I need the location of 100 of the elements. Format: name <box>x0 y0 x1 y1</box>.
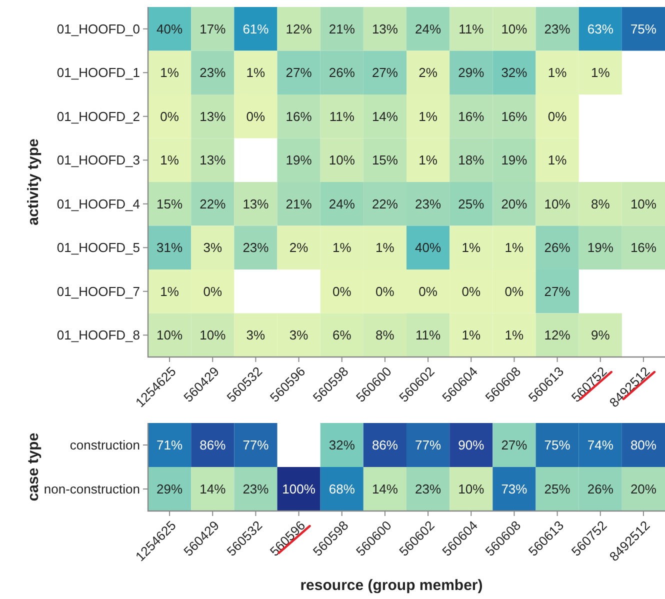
data-label: 75% <box>544 438 571 453</box>
data-label: 74% <box>587 438 614 453</box>
data-label: 0% <box>504 284 524 299</box>
data-label: 1% <box>160 152 180 168</box>
data-label: 10% <box>458 482 485 497</box>
y-tick-label: construction <box>70 438 140 453</box>
data-label: 12% <box>544 328 571 343</box>
data-label: 26% <box>544 240 571 256</box>
data-label: 73% <box>501 482 528 497</box>
data-label: 13% <box>200 152 226 168</box>
data-label: 63% <box>587 21 614 36</box>
data-label: 3% <box>203 240 222 256</box>
data-label: 27% <box>501 438 528 453</box>
data-label: 3% <box>246 328 266 343</box>
data-label: 23% <box>544 21 571 36</box>
data-label: 31% <box>156 240 183 256</box>
data-label: 16% <box>630 240 657 256</box>
y-tick-label: 01_HOOFD_2 <box>56 108 140 124</box>
data-label: 10% <box>544 196 571 212</box>
data-label: 19% <box>286 152 312 168</box>
data-label: 16% <box>458 108 485 124</box>
data-label: 6% <box>332 328 352 343</box>
data-label: 90% <box>458 438 485 453</box>
data-label: 27% <box>372 65 398 80</box>
data-label: 8% <box>376 328 395 343</box>
data-label: 100% <box>282 482 316 497</box>
data-label: 23% <box>415 196 442 212</box>
data-label: 2% <box>418 65 438 80</box>
data-label: 15% <box>372 152 398 168</box>
data-label: 0% <box>332 284 352 299</box>
y-axis-title: case type <box>25 432 42 502</box>
data-label: 40% <box>156 21 183 36</box>
data-label: 26% <box>587 482 614 497</box>
data-label: 29% <box>156 482 183 497</box>
data-label: 77% <box>415 438 442 453</box>
data-label: 10% <box>501 21 528 36</box>
y-tick-label: non-construction <box>44 482 140 497</box>
data-label: 1% <box>548 152 568 168</box>
data-label: 20% <box>630 482 657 497</box>
data-label: 25% <box>458 196 485 212</box>
data-label: 86% <box>200 438 226 453</box>
data-label: 1% <box>504 328 524 343</box>
data-label: 20% <box>501 196 528 212</box>
data-label: 1% <box>418 108 438 124</box>
data-label: 24% <box>328 196 356 212</box>
data-label: 13% <box>200 108 226 124</box>
data-label: 10% <box>630 196 657 212</box>
data-label: 16% <box>286 108 312 124</box>
data-label: 10% <box>200 328 226 343</box>
y-tick-label: 01_HOOFD_4 <box>56 196 140 212</box>
data-label: 11% <box>416 328 442 343</box>
data-label: 11% <box>329 108 355 124</box>
y-tick-label: 01_HOOFD_0 <box>56 21 140 36</box>
data-label: 0% <box>462 284 481 299</box>
data-label: 68% <box>328 482 356 497</box>
data-label: 61% <box>242 21 270 36</box>
data-label: 0% <box>203 284 222 299</box>
data-label: 3% <box>289 328 309 343</box>
data-label: 18% <box>458 152 485 168</box>
data-label: 32% <box>501 65 528 80</box>
data-label: 1% <box>548 65 568 80</box>
data-label: 1% <box>246 65 266 80</box>
data-label: 1% <box>332 240 352 256</box>
data-label: 10% <box>156 328 183 343</box>
data-label: 16% <box>501 108 528 124</box>
data-label: 8% <box>590 196 610 212</box>
data-label: 32% <box>328 438 356 453</box>
data-label: 11% <box>458 21 484 36</box>
data-label: 1% <box>160 65 180 80</box>
data-label: 13% <box>242 196 270 212</box>
data-label: 23% <box>242 482 270 497</box>
data-label: 86% <box>372 438 398 453</box>
data-label: 12% <box>286 21 312 36</box>
data-label: 0% <box>418 284 438 299</box>
data-label: 22% <box>200 196 226 212</box>
x-axis-title: resource (group member) <box>300 577 483 594</box>
y-tick-label: 01_HOOFD_1 <box>56 65 140 80</box>
data-label: 77% <box>242 438 270 453</box>
data-label: 23% <box>415 482 442 497</box>
data-label: 23% <box>242 240 270 256</box>
y-tick-label: 01_HOOFD_5 <box>56 240 140 256</box>
data-label: 29% <box>458 65 485 80</box>
data-label: 40% <box>415 240 442 256</box>
data-label: 1% <box>418 152 438 168</box>
data-label: 26% <box>328 65 356 80</box>
data-label: 75% <box>630 21 657 36</box>
data-label: 80% <box>630 438 657 453</box>
data-label: 22% <box>372 196 398 212</box>
data-label: 19% <box>501 152 528 168</box>
data-label: 0% <box>160 108 180 124</box>
data-label: 2% <box>289 240 309 256</box>
data-label: 27% <box>286 65 312 80</box>
data-label: 1% <box>376 240 395 256</box>
data-label: 19% <box>587 240 614 256</box>
data-label: 1% <box>462 328 481 343</box>
y-tick-label: 01_HOOFD_3 <box>56 152 140 168</box>
y-tick-label: 01_HOOFD_8 <box>56 328 140 343</box>
data-label: 1% <box>160 284 180 299</box>
data-label: 21% <box>328 21 356 36</box>
data-label: 0% <box>548 108 568 124</box>
